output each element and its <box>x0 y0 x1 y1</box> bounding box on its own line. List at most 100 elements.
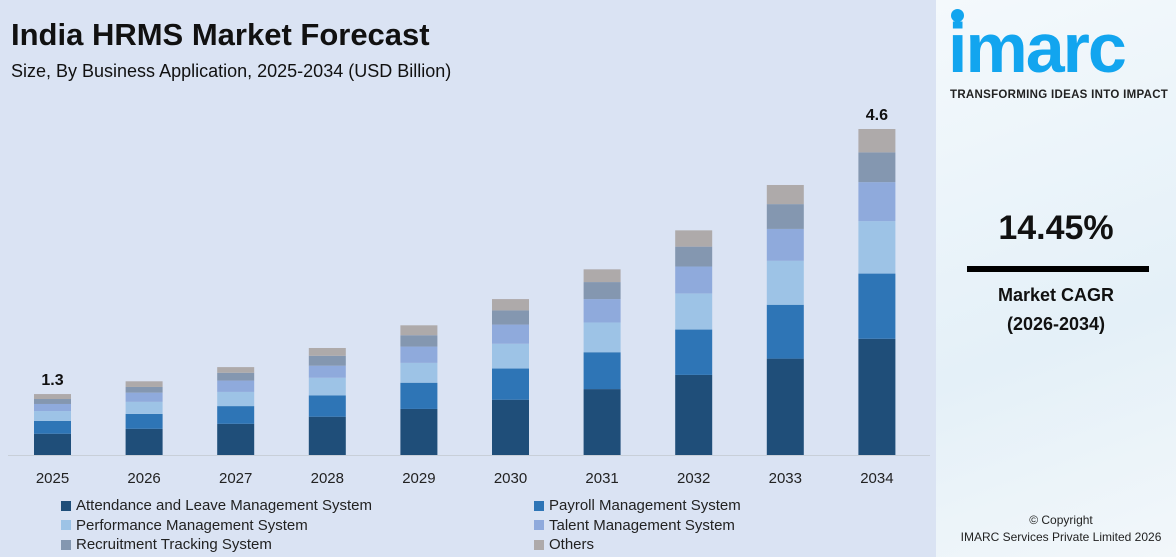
bar-segment-2031-0 <box>583 389 621 455</box>
bar-segment-2031-4 <box>583 282 621 300</box>
bar-segment-2029-3 <box>400 346 438 363</box>
legend-swatch <box>61 539 71 550</box>
bar-segment-2032-2 <box>675 293 713 330</box>
x-tick-label: 2025 <box>36 470 69 487</box>
bar-segment-2029-2 <box>400 362 438 383</box>
bar-segment-2032-0 <box>675 374 713 455</box>
bar-segment-2027-4 <box>217 372 255 381</box>
bar-segment-2030-4 <box>492 310 529 325</box>
bar-segment-2027-3 <box>217 380 255 392</box>
bar-segment-2032-3 <box>675 266 713 294</box>
bar-segment-2028-3 <box>308 365 346 378</box>
chart-panel: India HRMS Market Forecast Size, By Busi… <box>8 17 930 553</box>
legend-label: Attendance and Leave Management System <box>76 497 373 514</box>
bar-segment-2025-0 <box>34 433 71 455</box>
bar-segment-2033-1 <box>766 304 804 359</box>
bar-segment-2032-1 <box>675 329 713 375</box>
bar-segment-2027-2 <box>217 391 255 407</box>
bar-segment-2028-2 <box>308 377 346 396</box>
legend-item: Performance Management System <box>61 517 308 534</box>
bar-segment-2025-2 <box>34 411 71 421</box>
bar-segment-2029-4 <box>400 335 438 347</box>
bar-segment-2034-3 <box>858 182 896 222</box>
bar-segment-2031-3 <box>583 299 621 323</box>
x-tick-label: 2029 <box>402 470 435 487</box>
bar-segment-2028-0 <box>308 416 346 455</box>
bar-segment-2029-1 <box>400 382 438 409</box>
legend-item: Others <box>534 536 594 553</box>
bar-segment-2026-1 <box>125 413 163 429</box>
logo-dot <box>951 9 964 22</box>
legend-label: Others <box>549 536 595 553</box>
cagr-period: (2026-2034) <box>1006 314 1106 334</box>
bar-segment-2030-5 <box>492 299 529 311</box>
bar-segment-2033-4 <box>766 204 804 229</box>
bar-segment-2032-4 <box>675 246 713 267</box>
bar-segment-2032-5 <box>675 230 713 247</box>
legend-label: Talent Management System <box>549 516 735 534</box>
bar-segment-2030-2 <box>492 343 529 369</box>
bar-segment-2033-0 <box>766 358 804 455</box>
legend-label: Performance Management System <box>76 516 308 534</box>
bar-segment-2034-5 <box>858 129 896 153</box>
data-label: 4.6 <box>866 107 888 124</box>
legend-swatch <box>534 520 544 530</box>
legend-swatch <box>61 520 71 530</box>
legend-swatch <box>61 500 71 511</box>
bar-segment-2025-3 <box>34 403 71 412</box>
x-tick-label: 2030 <box>494 470 527 487</box>
bar-segment-2030-1 <box>492 368 529 400</box>
bar-segment-2027-5 <box>217 367 255 373</box>
data-label: 1.3 <box>41 372 63 389</box>
bar-segment-2025-1 <box>34 420 71 434</box>
bar-segment-2028-5 <box>308 347 346 356</box>
legend-item: Attendance and Leave Management System <box>61 497 372 514</box>
legend-item: Recruitment Tracking System <box>61 536 272 553</box>
x-tick-label: 2034 <box>860 470 893 487</box>
bar-segment-2030-0 <box>492 399 529 455</box>
bar-segment-2027-0 <box>217 423 255 455</box>
bar-segment-2028-1 <box>308 395 346 417</box>
x-tick-label: 2026 <box>127 470 160 487</box>
legend-item: Talent Management System <box>534 517 735 534</box>
cagr-value: 14.45% <box>998 209 1114 247</box>
bar-segment-2033-3 <box>766 228 804 261</box>
cagr-label: Market CAGR <box>997 285 1115 305</box>
bar-segment-2034-0 <box>858 338 896 455</box>
legend-swatch <box>534 500 544 511</box>
info-panel: imarc TRANSFORMING IDEAS INTO IMPACT 14.… <box>936 0 1176 557</box>
bar-segment-2027-1 <box>217 406 255 424</box>
bar-segment-2026-0 <box>125 428 163 455</box>
x-tick-label: 2032 <box>677 470 710 487</box>
x-tick-label: 2031 <box>585 470 618 487</box>
bar-segment-2025-5 <box>34 394 71 400</box>
imarc-logo: imarc <box>948 9 1127 87</box>
bar-segment-2025-4 <box>34 399 71 404</box>
bar-segment-2031-2 <box>583 322 621 353</box>
chart-title: India HRMS Market Forecast <box>11 17 430 52</box>
divider <box>967 266 1149 272</box>
legend-label: Payroll Management System <box>549 497 741 514</box>
bar-segment-2033-2 <box>766 260 804 305</box>
bar-segment-2028-4 <box>308 355 346 366</box>
bar-segment-2030-3 <box>492 324 529 344</box>
bar-segment-2026-2 <box>125 401 163 414</box>
bar-segment-2026-3 <box>125 392 163 402</box>
stacked-bar-chart: 2025 1.3 2026 2027 2028 2029 2030 2031 2032 2033 2… <box>8 107 930 487</box>
copyright-line1: © Copyright <box>1029 513 1093 527</box>
tagline: TRANSFORMING IDEAS INTO IMPACT <box>950 89 1169 101</box>
bar-segment-2026-5 <box>125 381 163 387</box>
bar-segment-2029-0 <box>400 408 438 455</box>
legend-item: Payroll Management System <box>534 497 741 514</box>
legend-swatch <box>534 539 544 550</box>
chart-subtitle: Size, By Business Application, 2025-2034… <box>11 61 452 81</box>
bar-segment-2026-4 <box>125 386 163 393</box>
bar-segment-2034-2 <box>858 221 896 274</box>
bar-segment-2034-4 <box>858 152 896 183</box>
copyright-line2: IMARC Services Private Limited 2026 <box>960 530 1162 544</box>
legend-label: Recruitment Tracking System <box>76 536 272 553</box>
bar-segment-2031-1 <box>583 352 621 390</box>
x-tick-label: 2028 <box>311 470 344 487</box>
bar-segment-2034-1 <box>858 273 896 339</box>
x-tick-label: 2027 <box>219 470 252 487</box>
